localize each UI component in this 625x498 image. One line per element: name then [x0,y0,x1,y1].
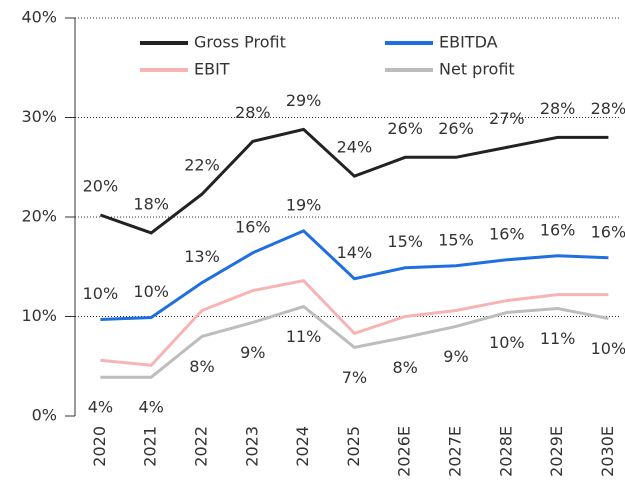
data-label: 10% [83,284,119,303]
data-label: 26% [387,119,423,138]
data-label: 13% [184,247,220,266]
data-label: 8% [393,358,418,377]
data-label: 29% [286,91,322,110]
data-label: 16% [235,217,271,236]
data-label: 20% [83,177,119,196]
series-line [100,279,609,367]
series-line [100,304,609,379]
y-tick-label: 30% [21,107,57,126]
data-label: 24% [337,138,373,157]
data-label: 16% [489,224,525,243]
data-label: 8% [189,357,214,376]
x-tick-label: 2024 [293,426,312,467]
series-line [99,127,609,235]
legend-label: EBIT [194,60,230,79]
data-label: 16% [591,222,625,241]
data-label: 9% [443,347,468,366]
data-label: 10% [133,282,169,301]
x-tick-label: 2028E [496,426,515,477]
data-label: 26% [438,119,474,138]
data-label: 4% [139,398,164,417]
x-tick-label: 2029E [547,426,566,477]
x-tick-label: 2030E [598,426,617,477]
data-label: 9% [240,343,265,362]
legend-label: Net profit [439,60,515,79]
x-tick-label: 2027E [446,426,465,477]
data-label: 10% [591,339,625,358]
y-tick-label: 20% [21,207,57,226]
data-label: 10% [489,333,525,352]
y-tick-label: 40% [21,8,57,27]
x-tick-label: 2021 [141,426,160,467]
data-label: 19% [286,195,322,214]
legend-label: EBITDA [439,33,498,52]
y-tick-label: 0% [32,406,57,425]
data-label: 11% [540,329,576,348]
data-label: 15% [438,230,474,249]
x-tick-label: 2022 [192,426,211,467]
data-label: 4% [88,398,113,417]
x-tick-label: 2020 [90,426,109,467]
series-line [100,229,609,321]
y-tick-label: 10% [21,306,57,325]
data-label: 28% [540,99,576,118]
data-label: 7% [342,368,367,387]
x-tick-label: 2025 [344,426,363,467]
data-label: 28% [235,103,271,122]
data-label: 18% [133,194,169,213]
data-label: 15% [387,232,423,251]
data-label: 14% [337,243,373,262]
x-tick-label: 2023 [242,426,261,467]
data-label: 27% [489,109,525,128]
data-label: 28% [591,99,625,118]
data-label: 22% [184,156,220,175]
legend-label: Gross Profit [194,33,286,52]
data-label: 11% [286,327,322,346]
data-label: 16% [540,220,576,239]
x-tick-label: 2026E [395,426,414,477]
